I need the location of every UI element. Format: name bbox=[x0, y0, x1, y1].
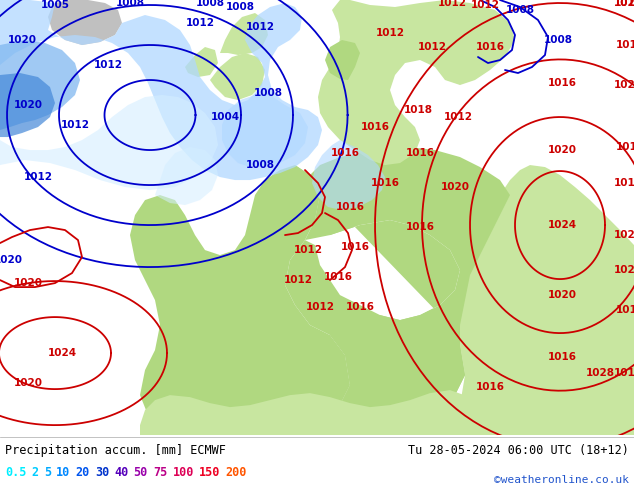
Text: 1016: 1016 bbox=[370, 178, 399, 188]
Text: 1016: 1016 bbox=[476, 42, 505, 52]
Text: 100: 100 bbox=[172, 466, 194, 479]
Text: 1012: 1012 bbox=[60, 120, 89, 130]
Text: 1016: 1016 bbox=[614, 0, 634, 8]
Polygon shape bbox=[285, 165, 465, 435]
Text: 1008: 1008 bbox=[505, 5, 534, 15]
Text: 200: 200 bbox=[226, 466, 247, 479]
Text: 1024: 1024 bbox=[48, 348, 77, 358]
Text: 1005: 1005 bbox=[41, 0, 70, 10]
Text: 1020: 1020 bbox=[0, 255, 22, 265]
Text: 1016: 1016 bbox=[616, 305, 634, 315]
Polygon shape bbox=[450, 165, 634, 435]
Text: 1008: 1008 bbox=[195, 0, 224, 8]
Polygon shape bbox=[130, 165, 350, 435]
Text: 1018: 1018 bbox=[403, 105, 432, 115]
Text: 1012: 1012 bbox=[614, 368, 634, 378]
Text: 1012: 1012 bbox=[306, 302, 335, 312]
Text: 1020: 1020 bbox=[548, 145, 576, 155]
Text: 1008: 1008 bbox=[245, 160, 275, 170]
Text: 1020: 1020 bbox=[13, 278, 42, 288]
Polygon shape bbox=[325, 40, 360, 80]
Text: 1012: 1012 bbox=[444, 112, 472, 122]
Text: 1016: 1016 bbox=[340, 242, 370, 252]
Text: 1020: 1020 bbox=[13, 100, 42, 110]
Text: 1020: 1020 bbox=[614, 265, 634, 275]
Polygon shape bbox=[48, 0, 122, 45]
Text: 40: 40 bbox=[114, 466, 129, 479]
Text: 1012: 1012 bbox=[23, 172, 53, 182]
Polygon shape bbox=[210, 53, 265, 100]
Text: 1020: 1020 bbox=[13, 378, 42, 388]
Text: 1004: 1004 bbox=[210, 112, 240, 122]
Text: 1016: 1016 bbox=[330, 148, 359, 158]
Text: 1020: 1020 bbox=[614, 0, 634, 8]
Text: Precipitation accum. [mm] ECMWF: Precipitation accum. [mm] ECMWF bbox=[5, 443, 226, 457]
Text: 1016: 1016 bbox=[476, 382, 505, 392]
Text: 1012: 1012 bbox=[437, 0, 467, 8]
Polygon shape bbox=[140, 390, 634, 435]
Polygon shape bbox=[318, 0, 515, 165]
Text: 1020: 1020 bbox=[548, 290, 576, 300]
Text: 0.5: 0.5 bbox=[5, 466, 27, 479]
Text: 1016: 1016 bbox=[616, 40, 634, 50]
Text: 1016: 1016 bbox=[406, 148, 434, 158]
Polygon shape bbox=[0, 40, 80, 215]
Text: 1012: 1012 bbox=[418, 42, 446, 52]
Polygon shape bbox=[310, 147, 510, 435]
Text: 1012: 1012 bbox=[93, 60, 122, 70]
Polygon shape bbox=[222, 93, 308, 167]
Text: 20: 20 bbox=[75, 466, 89, 479]
Polygon shape bbox=[0, 73, 55, 170]
Text: 1024: 1024 bbox=[547, 220, 576, 230]
Text: 1016: 1016 bbox=[616, 142, 634, 152]
Polygon shape bbox=[0, 95, 218, 285]
Text: 1016: 1016 bbox=[361, 122, 389, 132]
Text: 1020: 1020 bbox=[441, 182, 470, 192]
Text: 150: 150 bbox=[199, 466, 221, 479]
Text: 1012: 1012 bbox=[375, 28, 404, 38]
Text: 1016: 1016 bbox=[346, 302, 375, 312]
Text: Tu 28-05-2024 06:00 UTC (18+12): Tu 28-05-2024 06:00 UTC (18+12) bbox=[408, 443, 629, 457]
Text: 1016: 1016 bbox=[406, 222, 434, 232]
Text: 75: 75 bbox=[153, 466, 167, 479]
Text: 1012: 1012 bbox=[294, 245, 323, 255]
Text: ©weatheronline.co.uk: ©weatheronline.co.uk bbox=[494, 475, 629, 485]
Text: 30: 30 bbox=[95, 466, 109, 479]
Polygon shape bbox=[220, 13, 268, 55]
Text: 1020: 1020 bbox=[614, 230, 634, 240]
Text: 5: 5 bbox=[44, 466, 51, 479]
Text: 1016: 1016 bbox=[548, 78, 576, 88]
Text: 1012: 1012 bbox=[186, 18, 214, 28]
Text: 1008: 1008 bbox=[115, 0, 145, 8]
Polygon shape bbox=[312, 140, 385, 210]
Text: 1012: 1012 bbox=[283, 275, 313, 285]
Text: 1012: 1012 bbox=[614, 178, 634, 188]
Text: 1016: 1016 bbox=[323, 272, 353, 282]
Text: 10: 10 bbox=[56, 466, 70, 479]
Text: 1020: 1020 bbox=[8, 35, 37, 45]
Text: 1012: 1012 bbox=[470, 0, 500, 10]
Text: 1008: 1008 bbox=[226, 2, 254, 12]
Text: 1008: 1008 bbox=[543, 35, 573, 45]
Polygon shape bbox=[185, 47, 218, 77]
Text: 50: 50 bbox=[134, 466, 148, 479]
Text: 1008: 1008 bbox=[254, 88, 283, 98]
Text: 1016: 1016 bbox=[548, 352, 576, 362]
Text: 2: 2 bbox=[32, 466, 39, 479]
Polygon shape bbox=[0, 0, 322, 285]
Polygon shape bbox=[155, 147, 218, 205]
Text: 1020: 1020 bbox=[614, 80, 634, 90]
Text: 1012: 1012 bbox=[245, 22, 275, 32]
Text: 1028: 1028 bbox=[586, 368, 614, 378]
Text: 1016: 1016 bbox=[335, 202, 365, 212]
